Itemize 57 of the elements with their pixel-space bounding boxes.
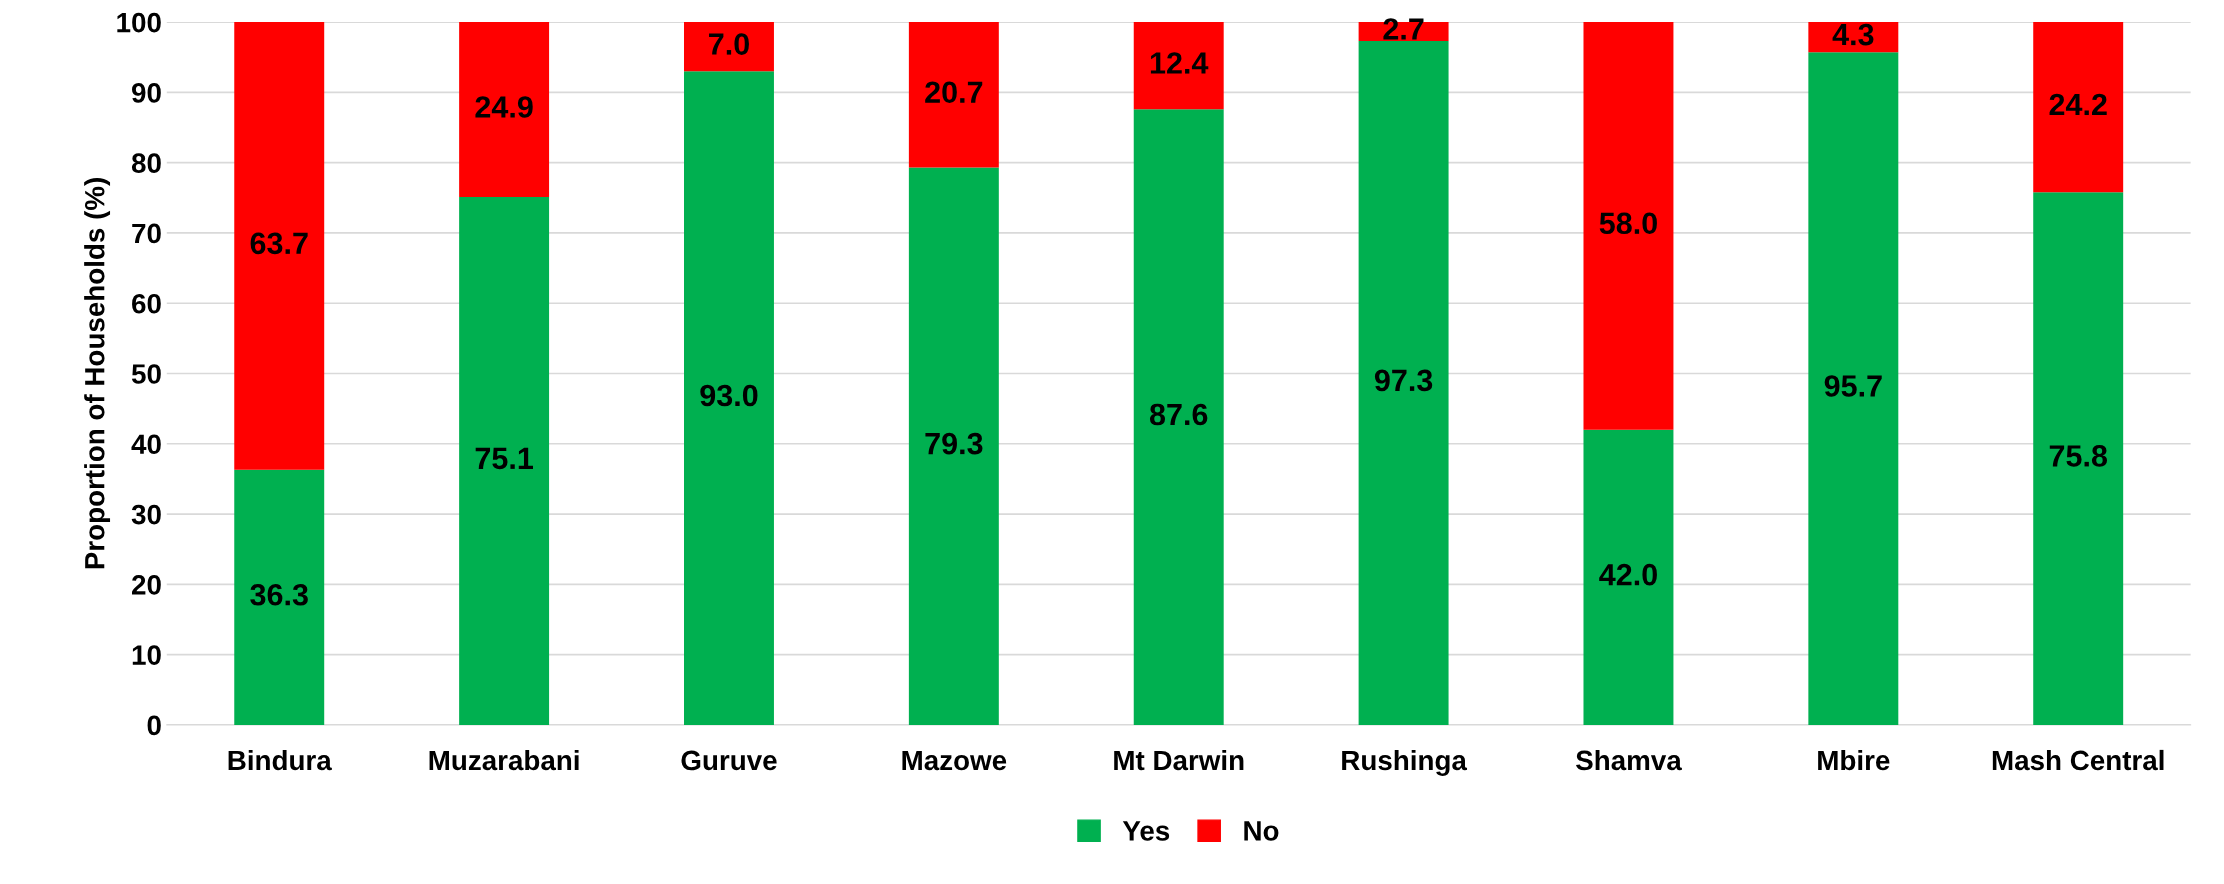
data-label: 24.2 <box>2049 93 2107 116</box>
data-label: 2.7 <box>1383 18 1424 40</box>
x-tick-label: Mbire <box>1818 749 1890 771</box>
data-label: 75.8 <box>2049 445 2107 467</box>
x-tick-label: Bindura <box>228 749 332 771</box>
data-label: 95.7 <box>1824 375 1882 397</box>
data-label: 87.6 <box>1149 403 1208 426</box>
x-tick-label: Rushinga <box>1342 749 1468 776</box>
data-label: 42.0 <box>1599 563 1657 586</box>
y-axis-title: Proportion of Households (%) <box>84 178 111 569</box>
data-label: 97.3 <box>1374 369 1433 392</box>
bar <box>1358 41 1449 725</box>
x-tick-label: Mash Central <box>1992 749 2164 771</box>
bar <box>234 469 325 725</box>
data-label: 93.0 <box>700 384 758 407</box>
bar <box>459 22 550 198</box>
bar <box>1583 22 1674 430</box>
bar <box>2033 192 2124 725</box>
data-label: 58.0 <box>1599 212 1657 235</box>
x-tick-label: Mazowe <box>902 750 1007 771</box>
y-tick-label: 0 <box>147 715 161 736</box>
x-tick-label: Shamva <box>1575 749 1682 771</box>
bar <box>234 22 325 470</box>
data-label: 75.1 <box>475 447 533 470</box>
bar <box>1808 52 1899 725</box>
x-tick-label: Mt Darwin <box>1114 749 1244 771</box>
bar <box>1583 429 1674 725</box>
y-tick-label: 60 <box>132 293 161 314</box>
bar <box>684 71 774 725</box>
data-label: 24.9 <box>475 96 533 118</box>
bar <box>908 167 999 725</box>
y-tick-label: 20 <box>132 574 161 595</box>
data-label: 63.7 <box>250 232 308 255</box>
x-tick-label: Muzarabani <box>429 749 579 771</box>
bar <box>2033 22 2124 193</box>
legend-label: Yes <box>1122 821 1170 841</box>
data-label: 12.4 <box>1150 52 1209 74</box>
y-tick-label: 90 <box>132 83 161 103</box>
bar <box>459 197 550 725</box>
y-tick-label: 10 <box>132 645 161 665</box>
y-tick-label: 80 <box>131 153 161 173</box>
y-tick-label: 50 <box>131 364 161 384</box>
legend-label: No <box>1244 821 1279 841</box>
data-label: 36.3 <box>250 583 308 606</box>
y-tick-label: 40 <box>131 434 161 455</box>
data-label: 4.3 <box>1832 23 1874 46</box>
x-tick-label: Guruve <box>681 750 777 771</box>
y-tick-label: 100 <box>117 12 161 33</box>
data-label: 20.7 <box>925 81 983 104</box>
bar <box>1133 22 1224 110</box>
y-tick-label: 30 <box>131 504 161 525</box>
bar <box>908 22 999 168</box>
bar <box>1133 109 1224 725</box>
y-tick-label: 70 <box>132 223 161 244</box>
data-label: 7.0 <box>709 33 749 55</box>
bar <box>684 22 774 72</box>
data-label: 79.3 <box>925 432 983 455</box>
